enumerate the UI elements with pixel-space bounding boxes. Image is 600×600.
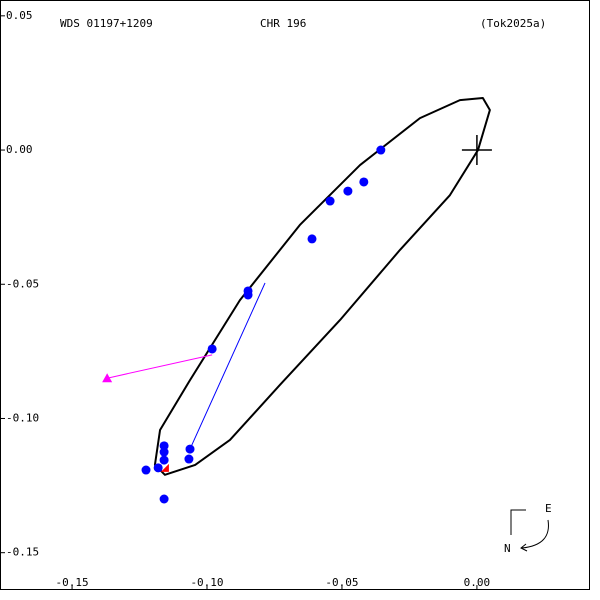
y-tick-label: 0.00 — [6, 143, 33, 156]
orbit — [153, 96, 491, 476]
reference: (Tok2025a) — [480, 17, 546, 30]
motion-arrow — [107, 354, 213, 379]
arrow-head — [102, 373, 113, 383]
observation — [141, 465, 151, 475]
y-tick-label: -0.15 — [6, 546, 39, 559]
x-tick-label: -0.10 — [190, 576, 223, 589]
x-tick-label: 0.00 — [464, 576, 491, 589]
observation — [325, 196, 335, 206]
compass-arrow — [520, 519, 549, 552]
compass-east: E — [545, 502, 552, 515]
observation — [184, 454, 194, 464]
observation — [159, 441, 169, 451]
x-tick-label: -0.05 — [325, 576, 358, 589]
y-tick-label: -0.10 — [6, 411, 39, 424]
observation — [153, 463, 163, 473]
node-line — [189, 282, 266, 450]
observation — [343, 186, 353, 196]
y-tick-label: 0.05 — [6, 9, 33, 22]
observation — [185, 444, 195, 454]
observation — [159, 455, 169, 465]
observation — [207, 344, 217, 354]
compass — [510, 509, 526, 535]
observation — [359, 177, 369, 187]
compass-north: N — [504, 542, 511, 555]
chart-title: WDS 01197+1209 — [60, 17, 153, 30]
predicted-point — [160, 463, 169, 472]
chart-subtitle: CHR 196 — [260, 17, 306, 30]
observation — [159, 447, 169, 457]
observation — [243, 290, 253, 300]
observation — [376, 145, 386, 155]
x-tick-label: -0.15 — [56, 576, 89, 589]
observation — [307, 234, 317, 244]
observation — [159, 494, 169, 504]
primary-star — [461, 135, 492, 166]
y-tick-label: -0.05 — [6, 277, 39, 290]
frame — [0, 0, 590, 590]
